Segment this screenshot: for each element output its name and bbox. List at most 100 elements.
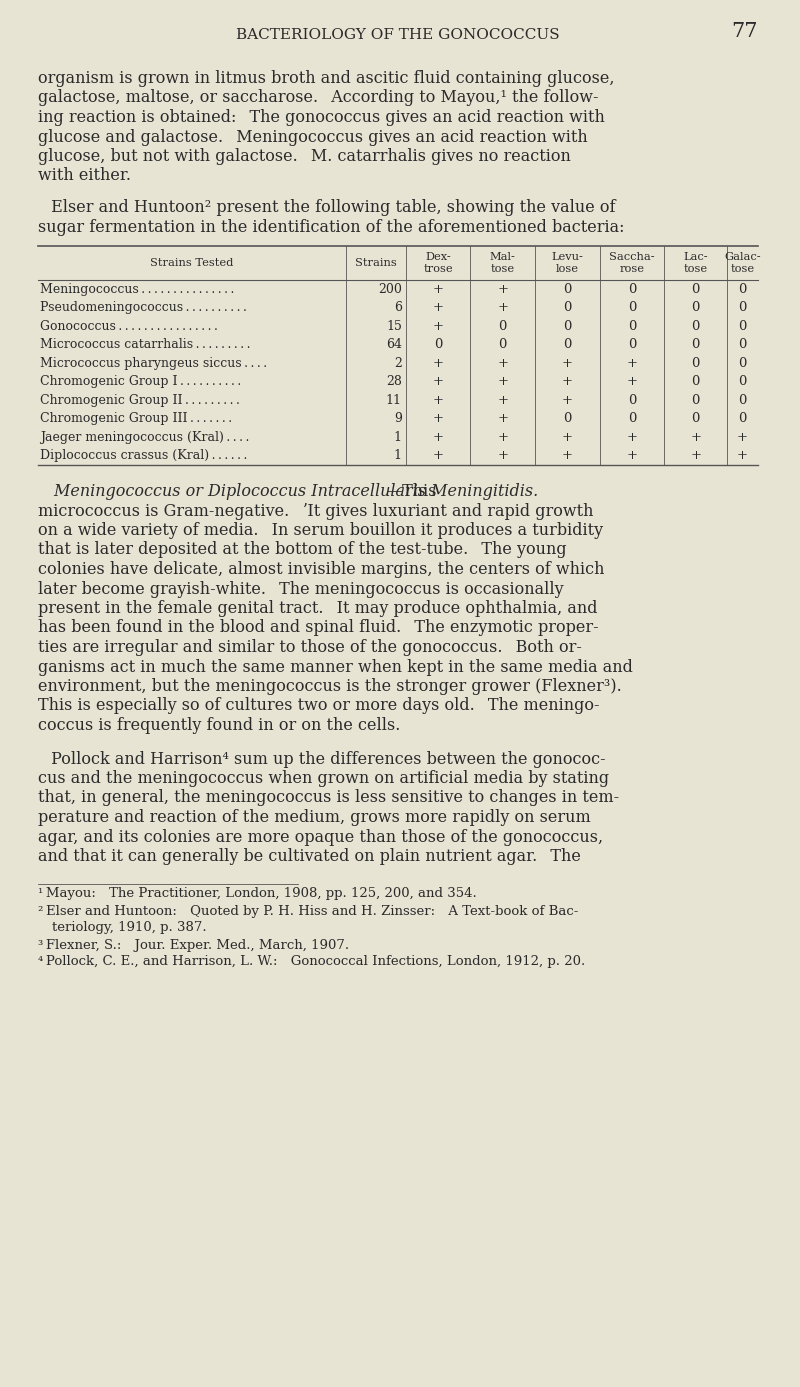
Text: Jaeger meningococcus (Kral) . . . .: Jaeger meningococcus (Kral) . . . . [40,431,249,444]
Text: Saccha-
rose: Saccha- rose [610,252,655,275]
Text: with either.: with either. [38,168,130,184]
Text: sugar fermentation in the identification of the aforementioned bacteria:: sugar fermentation in the identification… [38,219,624,236]
Text: 0: 0 [563,412,572,426]
Text: +: + [498,356,508,370]
Text: 0: 0 [691,394,700,406]
Text: Meningococcus . . . . . . . . . . . . . . .: Meningococcus . . . . . . . . . . . . . … [40,283,234,295]
Text: 6: 6 [394,301,402,315]
Text: This is especially so of cultures two or more days old.  The meningo-: This is especially so of cultures two or… [38,698,599,714]
Text: 0: 0 [691,338,700,351]
Text: 0: 0 [738,376,746,388]
Text: +: + [562,431,573,444]
Text: 64: 64 [386,338,402,351]
Text: Micrococcus catarrhalis . . . . . . . . .: Micrococcus catarrhalis . . . . . . . . … [40,338,250,351]
Text: Chromogenic Group III . . . . . . .: Chromogenic Group III . . . . . . . [40,412,232,426]
Text: Mal-
tose: Mal- tose [490,252,516,275]
Text: cus and the meningococcus when grown on artificial media by stating: cus and the meningococcus when grown on … [38,770,609,786]
Text: 0: 0 [628,394,636,406]
Text: Strains: Strains [355,258,397,268]
Text: galactose, maltose, or saccharose.  According to Mayou,¹ the follow-: galactose, maltose, or saccharose. Accor… [38,90,598,107]
Text: Pollock and Harrison⁴ sum up the differences between the gonococ-: Pollock and Harrison⁴ sum up the differe… [38,750,606,767]
Text: +: + [433,376,444,388]
Text: 0: 0 [738,320,746,333]
Text: glucose and galactose.  Meningococcus gives an acid reaction with: glucose and galactose. Meningococcus giv… [38,129,587,146]
Text: +: + [433,431,444,444]
Text: Levu-
lose: Levu- lose [551,252,583,275]
Text: +: + [690,449,702,462]
Text: present in the female genital tract.  It may produce ophthalmia, and: present in the female genital tract. It … [38,601,598,617]
Text: 15: 15 [386,320,402,333]
Text: Chromogenic Group I . . . . . . . . . .: Chromogenic Group I . . . . . . . . . . [40,376,241,388]
Text: 0: 0 [691,376,700,388]
Text: +: + [498,412,508,426]
Text: 77: 77 [731,22,758,42]
Text: +: + [626,356,638,370]
Text: ties are irregular and similar to those of the gonococcus.  Both or-: ties are irregular and similar to those … [38,639,582,656]
Text: 0: 0 [563,320,572,333]
Text: 0: 0 [628,320,636,333]
Text: 0: 0 [738,301,746,315]
Text: 0: 0 [563,283,572,295]
Text: Elser and Huntoon² present the following table, showing the value of: Elser and Huntoon² present the following… [38,198,615,216]
Text: 200: 200 [378,283,402,295]
Text: +: + [737,449,748,462]
Text: ¹ Mayou: The Practitioner, London, 1908, pp. 125, 200, and 354.: ¹ Mayou: The Practitioner, London, 1908,… [38,888,477,900]
Text: 0: 0 [738,283,746,295]
Text: colonies have delicate, almost invisible margins, the centers of which: colonies have delicate, almost invisible… [38,560,604,578]
Text: +: + [737,431,748,444]
Text: +: + [433,320,444,333]
Text: +: + [626,376,638,388]
Text: ing reaction is obtained:  The gonococcus gives an acid reaction with: ing reaction is obtained: The gonococcus… [38,110,605,126]
Text: ² Elser and Huntoon: Quoted by P. H. Hiss and H. Zinsser: A Text-book of Bac-: ² Elser and Huntoon: Quoted by P. H. His… [38,904,578,917]
Text: ganisms act in much the same manner when kept in the same media and: ganisms act in much the same manner when… [38,659,633,675]
Text: +: + [433,394,444,406]
Text: coccus is frequently found in or on the cells.: coccus is frequently found in or on the … [38,717,400,734]
Text: Galac-
tose: Galac- tose [724,252,761,275]
Text: BACTERIOLOGY OF THE GONOCOCCUS: BACTERIOLOGY OF THE GONOCOCCUS [236,28,560,42]
Text: 0: 0 [691,283,700,295]
Text: 9: 9 [394,412,402,426]
Text: 11: 11 [386,394,402,406]
Text: 0: 0 [434,338,442,351]
Text: 0: 0 [628,283,636,295]
Text: 0: 0 [691,301,700,315]
Text: +: + [562,376,573,388]
Text: 0: 0 [691,412,700,426]
Text: +: + [433,283,444,295]
Text: 2: 2 [394,356,402,370]
Text: +: + [498,301,508,315]
Text: +: + [498,449,508,462]
Text: and that it can generally be cultivated on plain nutrient agar.  The: and that it can generally be cultivated … [38,847,581,865]
Text: 0: 0 [628,412,636,426]
Text: 0: 0 [628,338,636,351]
Text: 0: 0 [738,338,746,351]
Text: +: + [433,449,444,462]
Text: agar, and its colonies are more opaque than those of the gonococcus,: agar, and its colonies are more opaque t… [38,828,603,846]
Text: 0: 0 [738,412,746,426]
Text: 0: 0 [563,301,572,315]
Text: +: + [562,356,573,370]
Text: Dex-
trose: Dex- trose [423,252,453,275]
Text: +: + [498,283,508,295]
Text: 0: 0 [691,320,700,333]
Text: Strains Tested: Strains Tested [150,258,234,268]
Text: Meningococcus or Diplococcus Intracellularis Meningitidis.: Meningococcus or Diplococcus Intracellul… [38,483,538,499]
Text: 0: 0 [628,301,636,315]
Text: micrococcus is Gram-negative.  ʼIt gives luxuriant and rapid growth: micrococcus is Gram-negative. ʼIt gives … [38,502,594,520]
Text: Diplococcus crassus (Kral) . . . . . .: Diplococcus crassus (Kral) . . . . . . [40,449,247,462]
Text: later become grayish-white.  The meningococcus is occasionally: later become grayish-white. The meningoc… [38,581,563,598]
Text: on a wide variety of media.  In serum bouillon it produces a turbidity: on a wide variety of media. In serum bou… [38,522,603,540]
Text: +: + [562,394,573,406]
Text: Gonococcus . . . . . . . . . . . . . . . .: Gonococcus . . . . . . . . . . . . . . .… [40,320,218,333]
Text: +: + [690,431,702,444]
Text: +: + [626,431,638,444]
Text: +: + [433,356,444,370]
Text: Pseudomeningococcus . . . . . . . . . .: Pseudomeningococcus . . . . . . . . . . [40,301,246,315]
Text: 0: 0 [498,338,507,351]
Text: glucose, but not with galactose.  M. catarrhalis gives no reaction: glucose, but not with galactose. M. cata… [38,148,570,165]
Text: +: + [626,449,638,462]
Text: 28: 28 [386,376,402,388]
Text: 0: 0 [691,356,700,370]
Text: —This: —This [386,483,437,499]
Text: 0: 0 [738,356,746,370]
